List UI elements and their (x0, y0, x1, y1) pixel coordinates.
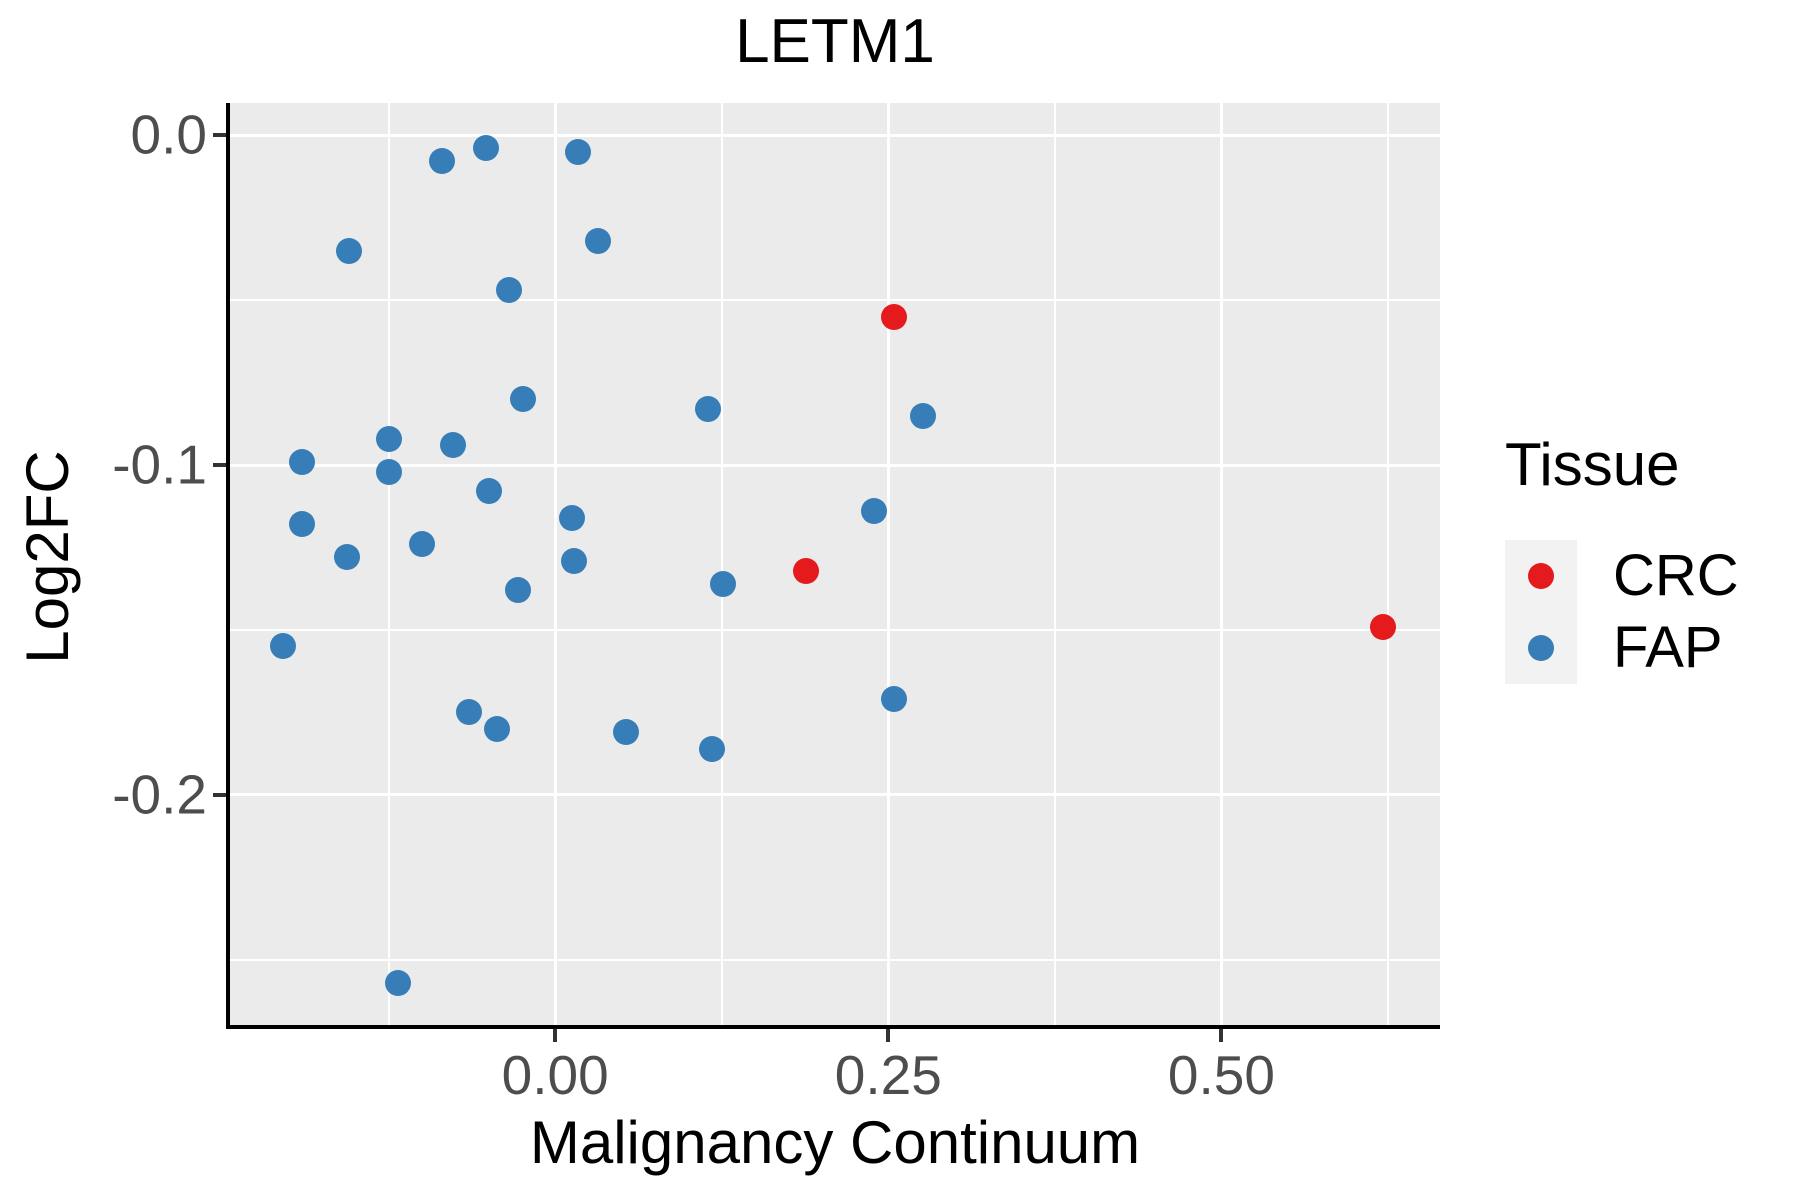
y-major-gridline (230, 463, 1440, 467)
legend-label-fap: FAP (1613, 615, 1723, 680)
data-point-fap (288, 448, 315, 475)
fap-dot-icon (1528, 635, 1554, 661)
data-point-fap (375, 425, 402, 452)
x-tick-label: 0.50 (1167, 1044, 1275, 1106)
data-point-fap (439, 432, 466, 459)
x-axis-title: Malignancy Continuum (529, 1109, 1141, 1176)
x-major-gridline (1219, 103, 1223, 1025)
data-point-fap (475, 478, 502, 505)
x-tick-mark (1219, 1029, 1224, 1042)
y-axis-line (226, 103, 230, 1029)
x-tick-mark (553, 1029, 558, 1042)
data-point-crc (880, 303, 907, 330)
x-axis-line (226, 1025, 1440, 1029)
legend-key-box (1505, 540, 1577, 612)
data-point-fap (472, 135, 499, 162)
y-tick-label: -0.1 (112, 433, 207, 496)
data-point-fap (428, 148, 455, 175)
data-point-fap (483, 715, 510, 742)
legend-entries: CRC FAP (1505, 540, 1795, 684)
data-point-fap (710, 570, 737, 597)
data-point-fap (699, 735, 726, 762)
x-tick-label: 0.00 (501, 1044, 609, 1106)
x-tick-label: 0.25 (834, 1044, 942, 1106)
data-point-fap (612, 719, 639, 746)
data-point-fap (584, 227, 611, 254)
data-point-fap (335, 237, 362, 264)
y-tick-mark (213, 792, 226, 797)
y-minor-gridline (230, 958, 1440, 961)
legend-key-box (1505, 612, 1577, 684)
plot-panel (230, 103, 1440, 1025)
data-point-fap (564, 138, 591, 165)
data-point-fap (455, 699, 482, 726)
data-point-fap (909, 402, 936, 429)
x-minor-gridline (1387, 103, 1390, 1025)
y-axis-title: Log2FC (14, 450, 81, 664)
data-point-fap (495, 277, 522, 304)
y-major-gridline (230, 793, 1440, 797)
data-point-fap (384, 970, 411, 997)
data-point-fap (288, 511, 315, 538)
legend-entry-fap: FAP (1505, 612, 1795, 684)
y-minor-gridline (230, 299, 1440, 301)
plot-title: LETM1 (735, 7, 935, 76)
data-point-crc (1369, 613, 1396, 640)
data-point-fap (860, 498, 887, 525)
y-minor-gridline (230, 628, 1440, 631)
data-point-fap (560, 547, 587, 574)
y-tick-mark (213, 133, 226, 137)
data-point-fap (559, 504, 586, 531)
crc-dot-icon (1528, 563, 1554, 589)
data-point-fap (408, 531, 435, 558)
data-point-fap (880, 686, 907, 713)
legend-label-crc: CRC (1613, 543, 1739, 608)
x-major-gridline (886, 103, 890, 1025)
data-point-fap (334, 544, 361, 571)
data-point-fap (510, 386, 537, 412)
legend: Tissue CRC FAP (1505, 432, 1795, 684)
x-minor-gridline (720, 103, 723, 1025)
x-minor-gridline (387, 103, 390, 1025)
x-major-gridline (553, 103, 557, 1025)
data-point-fap (504, 577, 531, 604)
legend-title: Tissue (1505, 431, 1680, 498)
x-tick-mark (886, 1029, 891, 1042)
y-major-gridline (230, 133, 1440, 137)
y-tick-label: 0.0 (130, 103, 207, 166)
y-tick-label: -0.2 (112, 763, 207, 826)
y-tick-mark (213, 463, 226, 467)
legend-entry-crc: CRC (1505, 540, 1795, 612)
x-minor-gridline (1053, 103, 1056, 1025)
data-point-fap (270, 633, 297, 660)
data-point-fap (695, 395, 722, 422)
data-point-fap (375, 458, 402, 485)
data-point-crc (792, 557, 819, 584)
